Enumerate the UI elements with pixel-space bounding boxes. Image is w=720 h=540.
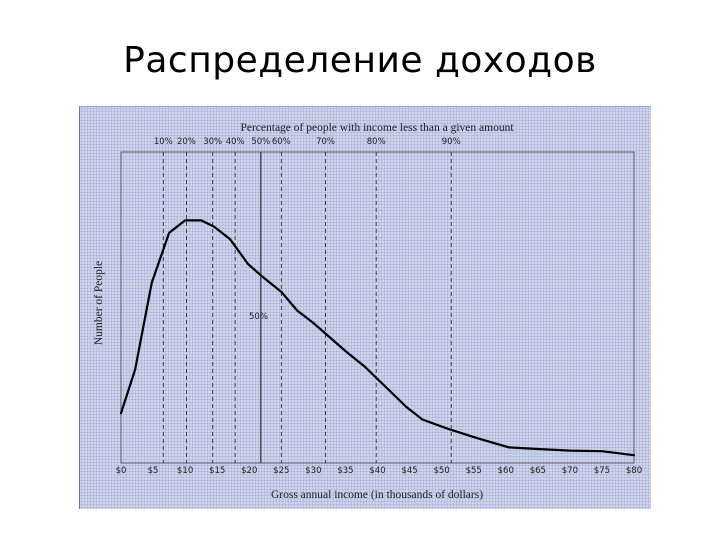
- percentile-marker-label: 40%: [226, 137, 245, 147]
- x-tick-label: $70: [562, 466, 578, 476]
- x-tick-label: $0: [116, 466, 127, 476]
- percentile-marker-label: 70%: [316, 137, 335, 147]
- income-distribution-figure: 10% 20% 30% 40% 50% 60% 70% 80% 90% $0 $5 $10 $15 $2…: [79, 106, 651, 509]
- x-axis-label: Gross annual income (in thousands of dol…: [271, 489, 483, 501]
- income-curve-line: [119, 219, 636, 457]
- percentile-marker-label: 60%: [272, 137, 291, 147]
- percentile-markers: 10% 20% 30% 40% 50% 60% 70% 80% 90%: [154, 137, 461, 463]
- x-tick-label: $25: [273, 466, 289, 476]
- percentile-marker-label: 50%: [251, 137, 270, 147]
- x-tick-label: $10: [177, 466, 193, 476]
- x-tick-label: $35: [337, 466, 353, 476]
- x-tick-label: $65: [530, 466, 546, 476]
- x-tick-label: $45: [401, 466, 417, 476]
- x-tick-label: $30: [305, 466, 321, 476]
- percentile-marker-label: 20%: [177, 137, 196, 147]
- y-axis-label: Number of People: [93, 261, 105, 345]
- percentile-marker-label: 90%: [442, 137, 461, 147]
- x-tick-label: $5: [148, 466, 159, 476]
- percentile-marker-label: 80%: [367, 137, 386, 147]
- percentile-marker-label: 10%: [154, 137, 173, 147]
- income-distribution-chart: 10% 20% 30% 40% 50% 60% 70% 80% 90% $0 $5 $10 $15 $2…: [93, 122, 643, 501]
- median-annotation: 50%: [249, 312, 268, 322]
- x-tick-label: $15: [209, 466, 225, 476]
- x-tick-label: $80: [626, 466, 642, 476]
- percentile-marker-label: 30%: [203, 137, 222, 147]
- x-tick-label: $60: [498, 466, 514, 476]
- x-tick-label: $75: [594, 466, 610, 476]
- slide-title: Распределение доходов: [123, 40, 597, 81]
- x-tick-label: $55: [466, 466, 482, 476]
- x-axis-ticks: $0 $5 $10 $15 $20 $25 $30 $35 $40 $45 $50 $55 $60 $65…: [116, 466, 643, 476]
- x-tick-label: $50: [434, 466, 450, 476]
- chart-title: Percentage of people with income less th…: [240, 122, 514, 134]
- series-curve: [119, 219, 636, 457]
- plot-area: [120, 151, 635, 464]
- x-tick-label: $20: [241, 466, 257, 476]
- x-tick-label: $40: [369, 466, 385, 476]
